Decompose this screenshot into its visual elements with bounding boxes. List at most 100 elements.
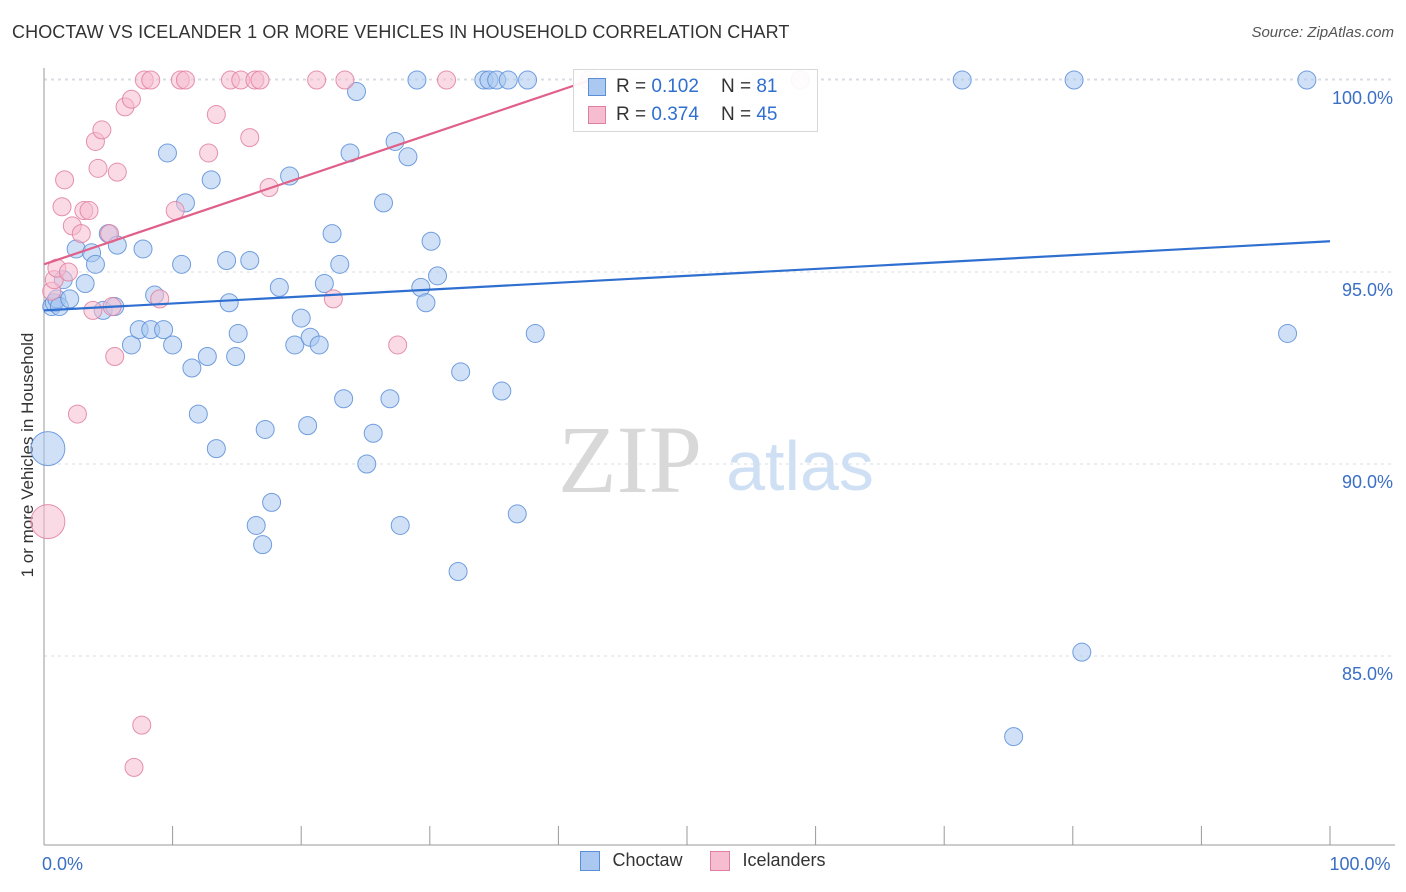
choctaw-point	[1004, 727, 1024, 747]
icelander-point	[92, 120, 112, 140]
choctaw-point	[1297, 70, 1317, 90]
icelander-point	[132, 715, 152, 735]
icelander-point	[175, 70, 195, 90]
icelander-point	[52, 197, 72, 217]
choctaw-point	[525, 323, 545, 343]
choctaw-point	[75, 274, 95, 294]
choctaw-point	[133, 239, 153, 259]
choctaw-point	[448, 562, 468, 582]
legend-item-icelanders: Icelanders	[710, 850, 826, 871]
y-tick-label: 85.0%	[1342, 664, 1393, 684]
icelander-trend-line	[43, 78, 591, 266]
series-legend: Choctaw Icelanders	[0, 850, 1406, 871]
grid-lines	[44, 78, 1395, 657]
choctaw-point	[255, 419, 275, 439]
icelander-point	[206, 105, 226, 125]
icelander-point	[240, 128, 260, 148]
choctaw-point	[385, 131, 405, 151]
choctaw-point	[228, 323, 248, 343]
choctaw-trend-line	[43, 240, 1331, 312]
choctaw-point	[518, 70, 538, 90]
choctaw-point	[163, 335, 183, 355]
icelander-point	[79, 201, 99, 221]
choctaw-point	[952, 70, 972, 90]
choctaw-point	[182, 358, 202, 378]
choctaw-point	[121, 335, 141, 355]
y-tick-label: 100.0%	[1332, 88, 1393, 108]
choctaw-point	[322, 224, 342, 244]
n-value: 81	[756, 76, 778, 97]
choctaw-point	[314, 274, 334, 294]
icelander-point	[105, 346, 125, 366]
icelander-point	[30, 504, 66, 540]
n-label: N =	[720, 104, 752, 125]
choctaw-point	[226, 346, 246, 366]
choctaw-point	[374, 193, 394, 213]
choctaw-point	[421, 231, 441, 251]
choctaw-point	[269, 277, 289, 297]
y-tick-label: 90.0%	[1342, 472, 1393, 492]
chart-title: CHOCTAW VS ICELANDER 1 OR MORE VEHICLES …	[12, 22, 790, 42]
choctaw-point	[416, 293, 436, 313]
r-value: 0.374	[651, 104, 699, 125]
choctaw-point	[363, 423, 383, 443]
choctaw-point	[188, 404, 208, 424]
trend-lines	[43, 78, 1331, 312]
choctaw-swatch	[588, 78, 606, 96]
choctaw-point	[206, 439, 226, 459]
y-tick-label: 95.0%	[1342, 280, 1393, 300]
icelander-point	[250, 70, 270, 90]
choctaw-point	[334, 389, 354, 409]
legend-row-icelanders: R = 0.374 N = 45	[588, 101, 777, 129]
choctaw-point	[85, 254, 105, 274]
choctaw-point	[398, 147, 418, 167]
choctaw-point	[240, 250, 260, 270]
icelander-swatch	[588, 106, 606, 124]
icelander-point	[323, 289, 343, 309]
choctaw-point	[172, 254, 192, 274]
x-tick-label: 100.0%	[1329, 854, 1390, 874]
choctaw-point	[407, 70, 427, 90]
r-value: 0.102	[651, 76, 699, 97]
choctaw-point	[428, 266, 448, 286]
choctaw-point	[157, 143, 177, 163]
watermark-zip: ZIP	[558, 406, 702, 513]
choctaw-point	[217, 250, 237, 270]
icelander-point	[437, 70, 457, 90]
icelander-point	[88, 158, 108, 178]
axes	[43, 68, 1395, 846]
legend-row-choctaw: R = 0.102 N = 81	[588, 73, 777, 101]
icelander-point	[107, 162, 127, 182]
choctaw-point	[1072, 642, 1092, 662]
choctaw-point	[498, 70, 518, 90]
icelander-legend-swatch	[710, 850, 731, 871]
choctaw-point	[60, 289, 80, 309]
correlation-legend: R = 0.102 N = 81 R = 0.374 N = 45	[573, 69, 818, 132]
choctaw-point	[154, 320, 174, 340]
legend-item-choctaw: Choctaw	[580, 850, 682, 871]
icelander-legend-label: Icelanders	[742, 850, 826, 870]
n-value: 45	[756, 104, 778, 125]
choctaw-point	[507, 504, 527, 524]
icelander-point	[199, 143, 219, 163]
choctaw-point	[309, 335, 329, 355]
icelander-point	[67, 404, 87, 424]
source-credit: Source: ZipAtlas.com	[1251, 24, 1394, 41]
watermark: ZIP atlas	[558, 406, 874, 513]
icelander-point	[121, 89, 141, 109]
choctaw-point	[246, 515, 266, 535]
icelander-point	[58, 262, 78, 282]
choctaw-point	[30, 431, 66, 467]
icelander-point	[55, 170, 75, 190]
r-label: R =	[616, 76, 647, 97]
choctaw-point	[253, 535, 273, 555]
watermark-atlas: atlas	[726, 427, 874, 505]
choctaw-point	[390, 515, 410, 535]
data-points	[30, 70, 1317, 777]
icelander-point	[307, 70, 327, 90]
choctaw-legend-swatch	[580, 850, 601, 871]
choctaw-point	[285, 335, 305, 355]
choctaw-point	[262, 492, 282, 512]
choctaw-point	[197, 346, 217, 366]
